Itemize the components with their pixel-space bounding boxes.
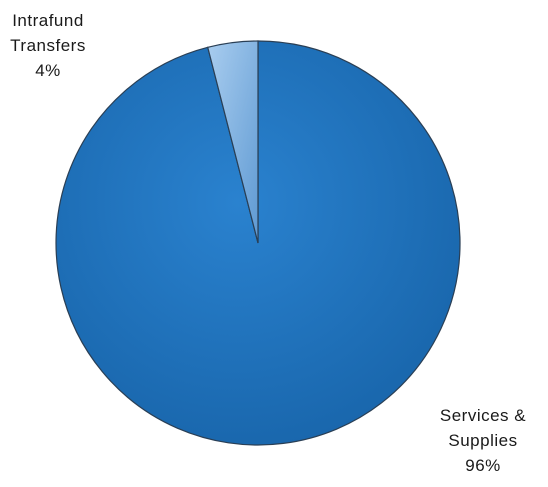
data-label-line: 96% bbox=[465, 456, 501, 475]
pie-labels: Services & Supplies 96% Intrafund Transfers 4… bbox=[10, 11, 526, 475]
data-label-line: Supplies bbox=[448, 431, 517, 450]
data-label-intrafund-transfers: Intrafund Transfers 4% bbox=[10, 11, 86, 80]
data-label-line: Intrafund bbox=[12, 11, 84, 30]
data-label-line: 4% bbox=[35, 61, 61, 80]
data-label-line: Transfers bbox=[10, 36, 86, 55]
pie-slices bbox=[55, 40, 461, 446]
data-label-line: Services & bbox=[440, 406, 526, 425]
pie-slice-intrafund-transfers bbox=[207, 40, 259, 244]
data-label-services-supplies: Services & Supplies 96% bbox=[440, 406, 526, 475]
